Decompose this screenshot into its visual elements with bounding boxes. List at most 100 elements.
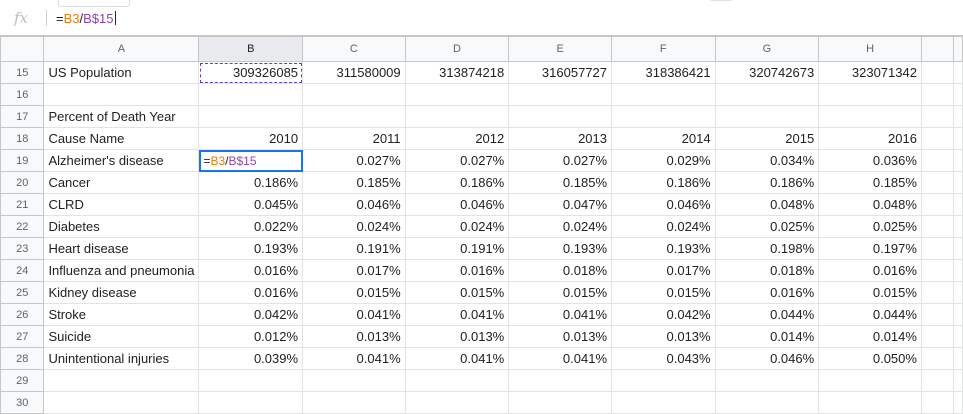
cell[interactable]: 323071342 xyxy=(818,61,922,84)
cell[interactable]: 0.027% xyxy=(302,149,406,172)
column-header[interactable] xyxy=(953,36,963,62)
cell[interactable] xyxy=(920,303,955,326)
cell[interactable] xyxy=(953,83,963,106)
row-header[interactable]: 30 xyxy=(0,391,45,414)
cell[interactable] xyxy=(953,61,963,84)
cell[interactable]: 0.036% xyxy=(818,149,922,172)
cell[interactable] xyxy=(953,127,963,150)
cell[interactable]: 2016 xyxy=(818,127,922,150)
column-header[interactable]: E xyxy=(508,36,612,62)
cell[interactable] xyxy=(404,369,510,392)
cell[interactable]: 0.024% xyxy=(508,215,612,238)
cell[interactable]: 0.186% xyxy=(611,171,716,194)
row-header[interactable]: 16 xyxy=(0,83,45,106)
row-header[interactable]: 15 xyxy=(0,61,45,84)
cell[interactable]: 2013 xyxy=(508,127,612,150)
cell[interactable]: 0.025% xyxy=(818,215,922,238)
cell[interactable]: 0.197% xyxy=(818,237,922,260)
cell[interactable]: 0.025% xyxy=(714,215,820,238)
cell[interactable]: 0.198% xyxy=(714,237,820,260)
cell[interactable] xyxy=(404,105,510,128)
cell[interactable]: 0.029% xyxy=(611,149,716,172)
row-header[interactable]: 22 xyxy=(0,215,45,238)
cell[interactable]: 0.041% xyxy=(302,303,406,326)
cell[interactable] xyxy=(43,391,200,414)
cell[interactable]: Heart disease xyxy=(43,237,200,260)
cell[interactable] xyxy=(920,83,955,106)
cell[interactable]: 0.050% xyxy=(818,347,922,370)
cell[interactable] xyxy=(953,193,963,216)
cell[interactable] xyxy=(920,61,955,84)
cell[interactable]: 0.041% xyxy=(302,347,406,370)
cell[interactable]: 0.043% xyxy=(611,347,716,370)
cell[interactable]: 0.046% xyxy=(714,347,820,370)
cell[interactable]: Influenza and pneumonia xyxy=(43,259,200,282)
cell[interactable]: 0.191% xyxy=(404,237,510,260)
cell[interactable] xyxy=(508,83,612,106)
cell[interactable]: 0.041% xyxy=(404,347,510,370)
cell[interactable]: Stroke xyxy=(43,303,200,326)
cell[interactable] xyxy=(818,105,922,128)
cell[interactable]: 313874218 xyxy=(404,61,510,84)
row-header[interactable]: 18 xyxy=(0,127,45,150)
cell[interactable]: 0.016% xyxy=(404,259,510,282)
cell[interactable] xyxy=(920,149,955,172)
cell[interactable]: Unintentional injuries xyxy=(43,347,200,370)
cell[interactable] xyxy=(953,369,963,392)
cell[interactable]: 0.193% xyxy=(611,237,716,260)
row-header[interactable]: 21 xyxy=(0,193,45,216)
cell[interactable]: 0.015% xyxy=(508,281,612,304)
cell[interactable]: 0.193% xyxy=(198,237,304,260)
cell[interactable] xyxy=(302,391,406,414)
cell[interactable]: 0.012% xyxy=(198,325,304,348)
cell[interactable] xyxy=(714,105,820,128)
cell[interactable]: 0.046% xyxy=(302,193,406,216)
cell[interactable] xyxy=(920,391,955,414)
cell[interactable] xyxy=(953,391,963,414)
cell[interactable] xyxy=(198,369,304,392)
cell[interactable] xyxy=(198,391,304,414)
cell[interactable] xyxy=(920,325,955,348)
row-header[interactable]: 29 xyxy=(0,369,45,392)
cell[interactable]: 318386421 xyxy=(611,61,716,84)
cell[interactable] xyxy=(953,325,963,348)
cell[interactable] xyxy=(508,391,612,414)
cell[interactable]: 2010 xyxy=(198,127,304,150)
cell[interactable] xyxy=(818,391,922,414)
cell[interactable] xyxy=(953,105,963,128)
cell[interactable]: 0.016% xyxy=(198,259,304,282)
cell-edit-formula[interactable]: =B3/B$15 xyxy=(203,154,256,168)
cell[interactable]: 0.018% xyxy=(714,259,820,282)
cell[interactable]: Alzheimer's disease xyxy=(43,149,200,172)
cell[interactable] xyxy=(714,391,820,414)
cell[interactable]: 2012 xyxy=(404,127,510,150)
cell[interactable]: Kidney disease xyxy=(43,281,200,304)
select-all-corner[interactable] xyxy=(0,36,45,62)
cell[interactable] xyxy=(714,83,820,106)
cell[interactable] xyxy=(302,83,406,106)
cell[interactable] xyxy=(953,215,963,238)
cell[interactable]: 0.186% xyxy=(404,171,510,194)
row-header[interactable]: 19 xyxy=(0,149,45,172)
cell[interactable]: 0.041% xyxy=(508,347,612,370)
cell[interactable]: 0.024% xyxy=(404,215,510,238)
cell[interactable]: 0.039% xyxy=(198,347,304,370)
cell[interactable] xyxy=(953,281,963,304)
column-header[interactable]: D xyxy=(404,36,510,62)
cell[interactable]: 0.015% xyxy=(404,281,510,304)
cell[interactable]: 2015 xyxy=(714,127,820,150)
row-header[interactable]: 23 xyxy=(0,237,45,260)
cell[interactable]: 309326085 xyxy=(198,61,304,84)
cell[interactable]: 0.044% xyxy=(818,303,922,326)
row-header[interactable]: 28 xyxy=(0,347,45,370)
cell[interactable]: 0.015% xyxy=(302,281,406,304)
cell[interactable]: 0.027% xyxy=(404,149,510,172)
cell[interactable]: 0.041% xyxy=(404,303,510,326)
cell[interactable]: US Population xyxy=(43,61,200,84)
cell[interactable] xyxy=(920,237,955,260)
cell[interactable] xyxy=(920,347,955,370)
cell[interactable] xyxy=(611,391,716,414)
cell[interactable] xyxy=(508,369,612,392)
cell[interactable]: 0.034% xyxy=(714,149,820,172)
cell[interactable] xyxy=(920,369,955,392)
